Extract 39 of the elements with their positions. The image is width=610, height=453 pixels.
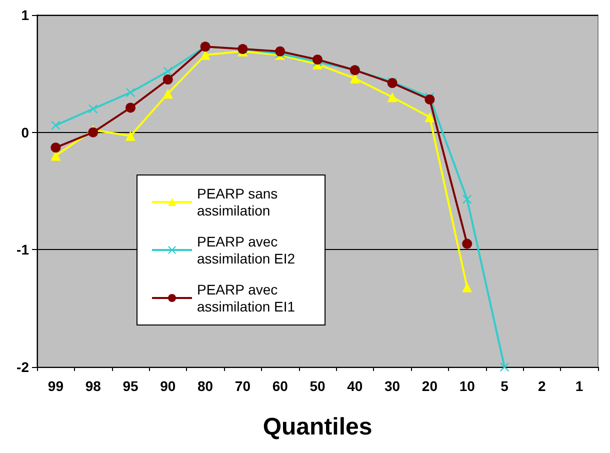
x-tick-label: 10 <box>459 378 476 394</box>
x-tick-label: 2 <box>538 378 546 394</box>
x-tick-label: 80 <box>198 378 214 394</box>
point <box>462 194 472 204</box>
point <box>50 142 61 153</box>
point <box>162 88 173 99</box>
x-tick-label: 50 <box>310 378 326 394</box>
x-tick-label: 1 <box>575 378 584 394</box>
legend-label: PEARP avec assimilation EI1 <box>197 282 296 314</box>
x-tick-label: 90 <box>160 378 176 394</box>
x-tick-label: 98 <box>85 378 102 394</box>
legend-label: PEARP sans assimilation <box>197 186 278 218</box>
point <box>126 130 136 141</box>
point <box>275 46 286 56</box>
x-tick-label: 60 <box>272 378 288 394</box>
point <box>162 74 173 85</box>
point <box>312 54 322 65</box>
x-tick-label: 70 <box>234 378 251 394</box>
y-tick-label: -2 <box>16 359 30 375</box>
x-tick-label: 30 <box>384 378 400 394</box>
legend-label: PEARP avec assimilation EI2 <box>197 234 296 266</box>
x-tick-label: 5 <box>500 378 509 394</box>
point <box>462 282 472 292</box>
x-tick-label: 40 <box>347 378 363 394</box>
point <box>424 94 435 104</box>
point <box>387 92 398 102</box>
y-tick-label: 1 <box>21 7 30 23</box>
point <box>163 66 172 76</box>
x-tick-label: 20 <box>422 378 438 394</box>
x-tick-label: 99 <box>48 378 64 394</box>
point <box>462 238 472 249</box>
point <box>126 102 136 113</box>
x-tick-label: 95 <box>122 378 138 394</box>
point <box>88 104 98 114</box>
point <box>88 127 98 138</box>
x-axis-title: Quantiles <box>262 414 372 440</box>
y-tick-label: -1 <box>16 242 30 258</box>
point <box>424 112 435 122</box>
y-tick-label: 0 <box>21 124 30 140</box>
